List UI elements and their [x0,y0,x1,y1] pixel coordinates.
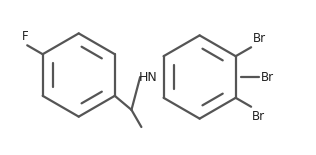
Text: Br: Br [252,110,265,123]
Text: Br: Br [253,32,266,45]
Text: HN: HN [139,71,157,84]
Text: F: F [22,30,28,43]
Text: Br: Br [261,71,274,84]
